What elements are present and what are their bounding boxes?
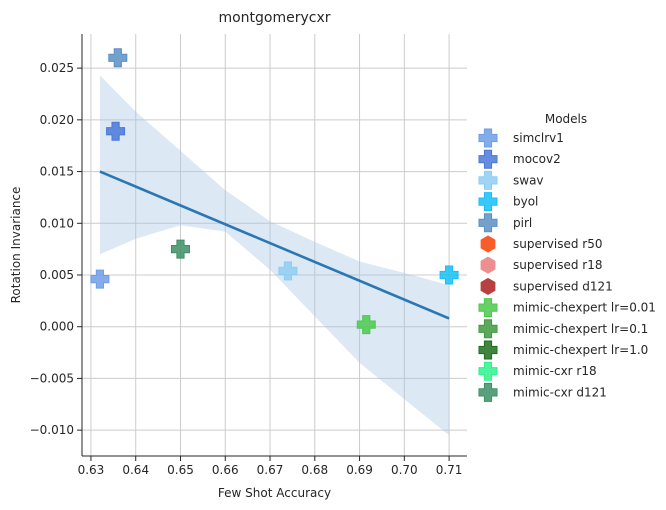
regression-line — [99, 170, 450, 320]
x-tick-label: 0.64 — [122, 463, 149, 477]
x-axis-label: Few Shot Accuracy — [218, 486, 331, 500]
legend-marker-mimic-cxr-d121 — [478, 382, 498, 402]
legend-label-byol: byol — [513, 195, 538, 209]
y-tick-label: 0.010 — [40, 216, 74, 230]
y-tick-label: 0.025 — [40, 61, 74, 75]
x-tick-label: 0.71 — [436, 463, 463, 477]
legend-title: Models — [545, 112, 587, 126]
x-tick-label: 0.63 — [78, 463, 105, 477]
y-tick-label: 0.005 — [40, 268, 74, 282]
legend-marker-supervised-r50 — [480, 235, 496, 253]
y-tick-label: 0.000 — [40, 320, 74, 334]
legend-label-mocov2: mocov2 — [513, 152, 561, 166]
legend-label-supervised-d121: supervised d121 — [513, 279, 613, 293]
legend-marker-supervised-d121 — [480, 277, 496, 295]
legend-marker-mimic-chexpert-lr-0-1 — [478, 319, 498, 339]
legend-label-mimic-cxr-d121: mimic-cxr d121 — [513, 385, 607, 399]
legend-label-pirl: pirl — [513, 216, 532, 230]
chart-title: montgomerycxr — [218, 10, 330, 26]
point-swav — [278, 261, 298, 281]
legend-marker-simclrv1 — [478, 128, 498, 148]
point-mimic-chexpert-lr-0-01 — [356, 315, 376, 335]
y-tick-label: 0.020 — [40, 113, 74, 127]
legend-label-mimic-chexpert-lr-1-0: mimic-chexpert lr=1.0 — [513, 343, 648, 357]
point-mimic-cxr-d121 — [170, 239, 190, 259]
point-byol — [439, 265, 459, 285]
x-tick-label: 0.66 — [212, 463, 239, 477]
point-mocov2 — [106, 121, 126, 141]
legend-marker-mimic-chexpert-lr-0-01 — [478, 298, 498, 318]
legend: Models simclrv1 mocov2 swav byol pirl supervis… — [478, 112, 656, 402]
x-tick-label: 0.69 — [346, 463, 373, 477]
x-tick-label: 0.70 — [391, 463, 418, 477]
confidence-band — [99, 75, 450, 436]
legend-label-mimic-chexpert-lr-0-1: mimic-chexpert lr=0.1 — [513, 322, 648, 336]
legend-marker-mocov2 — [478, 149, 498, 169]
x-tick-label: 0.67 — [257, 463, 284, 477]
legend-marker-swav — [478, 170, 498, 190]
legend-marker-mimic-chexpert-lr-1-0 — [478, 340, 498, 360]
plot-area: 0.63 0.64 0.65 0.66 0.67 0.68 0.69 0.70 0.71 −0.0… — [9, 10, 467, 500]
legend-label-supervised-r50: supervised r50 — [513, 237, 603, 251]
legend-label-supervised-r18: supervised r18 — [513, 258, 603, 272]
y-tick-label: 0.015 — [40, 165, 74, 179]
y-tick-label: −0.005 — [30, 371, 74, 385]
legend-label-swav: swav — [513, 173, 544, 187]
y-tick-label: −0.010 — [30, 423, 74, 437]
x-tick-label: 0.65 — [167, 463, 194, 477]
legend-marker-mimic-cxr-r18 — [478, 361, 498, 381]
legend-marker-pirl — [478, 213, 498, 233]
legend-label-mimic-chexpert-lr-0-01: mimic-chexpert lr=0.01 — [513, 301, 656, 315]
legend-marker-byol — [478, 192, 498, 212]
y-axis-label: Rotation Invariance — [9, 187, 23, 304]
legend-label-mimic-cxr-r18: mimic-cxr r18 — [513, 364, 597, 378]
point-pirl — [108, 48, 128, 68]
legend-marker-supervised-r18 — [480, 256, 496, 274]
legend-label-simclrv1: simclrv1 — [513, 131, 564, 145]
point-simclrv1 — [90, 269, 110, 289]
x-tick-label: 0.68 — [301, 463, 328, 477]
